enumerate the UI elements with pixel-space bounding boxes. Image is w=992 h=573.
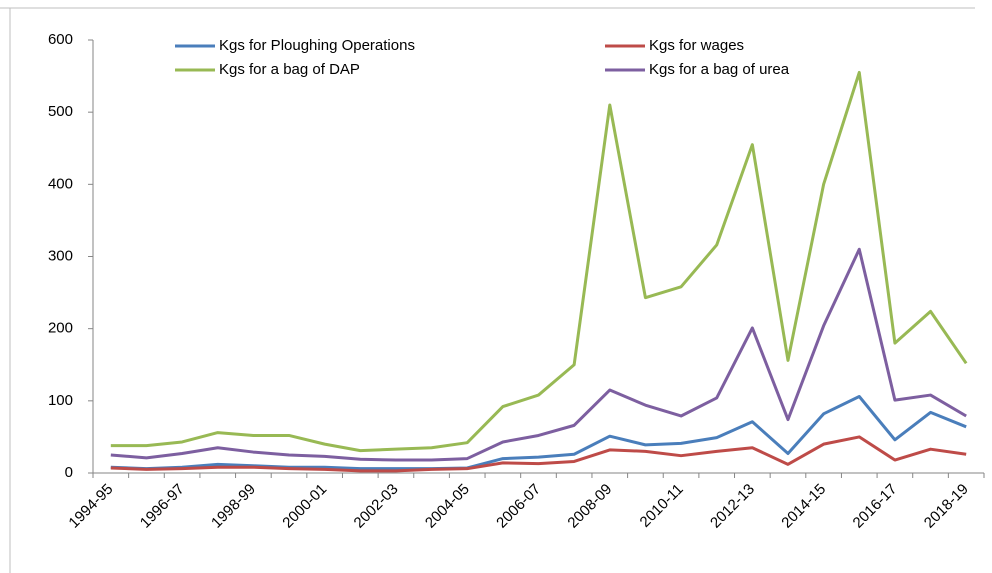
y-tick-label: 500 <box>48 103 73 120</box>
x-tick-label: 1996-97 <box>137 481 188 532</box>
y-tick-label: 0 <box>65 464 73 481</box>
x-tick-label: 2008-09 <box>564 481 615 532</box>
x-tick-label: 2002-03 <box>351 481 402 532</box>
x-tick-label: 2006-07 <box>493 481 544 532</box>
y-tick-label: 100 <box>48 392 73 409</box>
x-tick-label: 2000-01 <box>279 481 330 532</box>
series-line <box>110 395 967 471</box>
series-line <box>110 247 967 462</box>
y-tick-label: 300 <box>48 247 73 264</box>
x-tick-label: 2004-05 <box>422 481 473 532</box>
y-tick-label: 600 <box>48 31 73 48</box>
legend-label: Kgs for wages <box>649 37 744 54</box>
x-tick-label: 2010-11 <box>637 481 687 531</box>
series-line <box>110 70 968 453</box>
legend-label: Kgs for a bag of DAP <box>219 61 360 78</box>
x-tick-label: 2018-19 <box>921 481 972 532</box>
x-tick-label: 2012-13 <box>707 481 758 532</box>
x-tick-label: 1994-95 <box>65 481 116 532</box>
y-tick-label: 400 <box>48 175 73 192</box>
x-tick-label: 1998-99 <box>208 481 259 532</box>
x-tick-label: 2014-15 <box>778 481 829 532</box>
y-tick-label: 200 <box>48 320 73 337</box>
legend-label: Kgs for a bag of urea <box>649 61 790 78</box>
x-tick-label: 2016-17 <box>850 481 901 532</box>
series-line <box>110 435 967 473</box>
legend-label: Kgs for Ploughing Operations <box>219 37 415 54</box>
